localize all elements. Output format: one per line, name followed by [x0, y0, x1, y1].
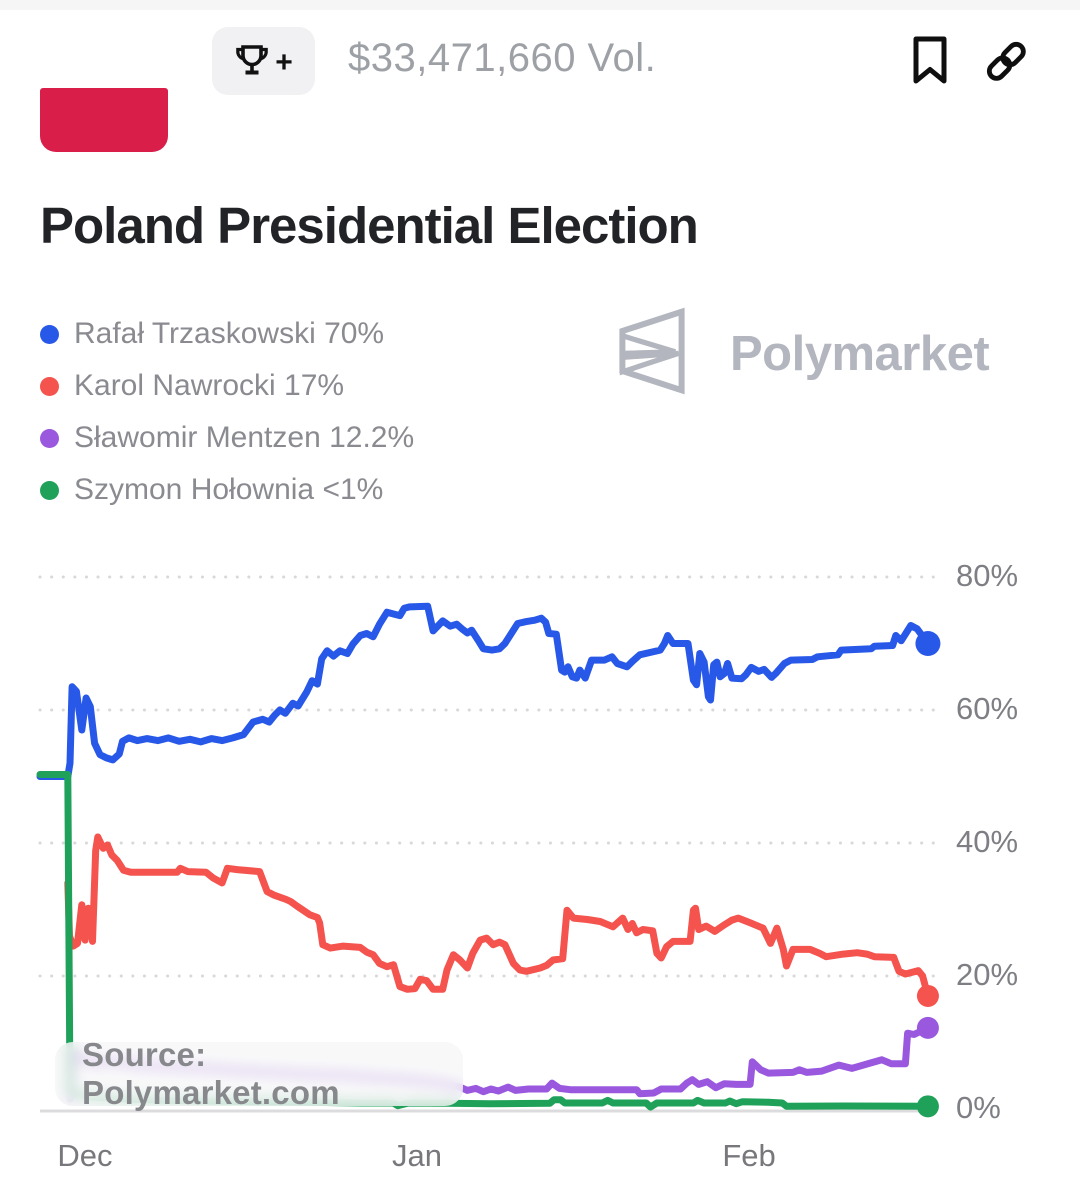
volume-label: $33,471,660 Vol.	[348, 36, 657, 80]
x-axis-label-Jan: Jan	[392, 1138, 443, 1173]
legend-dot-purple	[40, 428, 59, 448]
series-line-trzaskowski	[36, 602, 932, 780]
y-axis-label: 40%	[956, 824, 1019, 859]
source-watermark: Source: Polymarket.com	[55, 1036, 463, 1111]
link-icon	[983, 41, 1029, 87]
series-endpoint-nawrocki	[916, 984, 939, 1007]
legend-item-mentzen: Sławomir Mentzen 12.2%	[40, 412, 414, 464]
legend-item-holownia: Szymon Hołownia <1%	[40, 464, 414, 516]
legend-item-trzaskowski: Rafał Trzaskowski 70%	[40, 308, 414, 360]
top-strip	[0, 0, 1080, 10]
bookmark-button[interactable]	[908, 34, 952, 86]
polymarket-logo-mark-icon	[612, 306, 692, 401]
leaderboard-button[interactable]: +	[212, 27, 315, 95]
series-endpoint-trzaskowski	[915, 631, 941, 656]
legend-label: Karol Nawrocki 17%	[74, 369, 345, 402]
legend-dot-green	[40, 480, 59, 500]
y-axis-label: 80%	[956, 558, 1019, 593]
y-axis-label: 20%	[956, 957, 1019, 992]
share-link-button[interactable]	[982, 38, 1030, 86]
legend-label: Rafał Trzaskowski 70%	[74, 317, 385, 350]
y-axis-label: 60%	[956, 691, 1019, 726]
series-line-nawrocki	[64, 833, 932, 1000]
legend-label: Szymon Hołownia <1%	[74, 473, 384, 506]
legend-dot-blue	[40, 324, 59, 344]
polymarket-wordmark: Polymarket	[730, 326, 990, 381]
series-endpoint-mentzen	[916, 1016, 939, 1039]
source-watermark-text: Source: Polymarket.com	[82, 1036, 340, 1111]
poland-flag	[40, 88, 168, 152]
y-axis-label: 0%	[956, 1090, 1001, 1125]
x-axis-label-Feb: Feb	[722, 1138, 776, 1173]
legend-item-nawrocki: Karol Nawrocki 17%	[40, 360, 414, 412]
page-title: Poland Presidential Election	[40, 197, 699, 254]
bookmark-icon	[909, 36, 951, 89]
legend-label: Sławomir Mentzen 12.2%	[74, 421, 415, 454]
series-endpoint-holownia	[916, 1095, 939, 1118]
legend: Rafał Trzaskowski 70% Karol Nawrocki 17%…	[40, 308, 414, 516]
x-axis-label-Dec: Dec	[57, 1138, 113, 1173]
legend-dot-red	[40, 376, 59, 396]
plus-label: +	[275, 46, 293, 79]
polymarket-logo: Polymarket	[612, 306, 990, 401]
gridlines	[38, 575, 938, 1113]
trophy-icon	[234, 42, 270, 81]
